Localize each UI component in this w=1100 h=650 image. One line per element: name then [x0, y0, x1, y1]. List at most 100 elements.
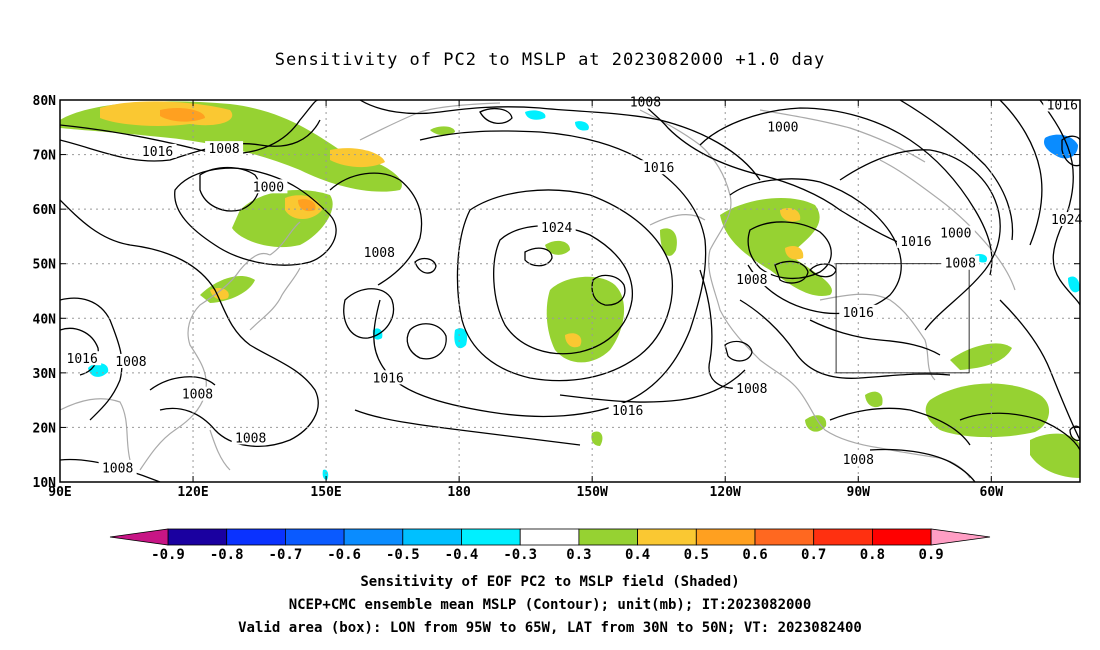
- contour-label: 1016: [643, 161, 674, 176]
- contour-label-bg: [732, 272, 771, 287]
- contour-label: 1024: [541, 221, 572, 236]
- lat-label: 30N: [33, 367, 57, 382]
- lon-label: 120W: [710, 485, 741, 500]
- lon-label: 60W: [980, 485, 1004, 500]
- colorbar-label: 0.8: [860, 547, 885, 563]
- contour-label-bg: [732, 381, 771, 396]
- colorbar-cell: [695, 528, 756, 546]
- contour-label-bg: [941, 255, 980, 270]
- caption-shading: Sensitivity of EOF PC2 to MSLP field (Sh…: [360, 574, 740, 590]
- contour-label: 1008: [945, 257, 976, 272]
- caption-contour: NCEP+CMC ensemble mean MSLP (Contour); u…: [288, 597, 812, 613]
- lat-label: 40N: [33, 312, 57, 327]
- colorbar-label: 0.3: [566, 547, 591, 563]
- colorbar-cell: [167, 528, 228, 546]
- contour-label-bg: [231, 430, 270, 445]
- lon-label: 150E: [310, 485, 341, 500]
- colorbar-cell: [343, 528, 404, 546]
- colorbar-label: 0.4: [625, 547, 650, 563]
- contour-label: 1016: [1047, 98, 1078, 113]
- lat-label: 60N: [33, 203, 57, 218]
- colorbar-cell: [402, 528, 462, 546]
- lon-label: 90W: [847, 485, 871, 500]
- contour-label-bg: [1047, 212, 1086, 227]
- shade-orange: [160, 107, 316, 212]
- map-title: Sensitivity of PC2 to MSLP at 2023082000…: [274, 50, 826, 70]
- contour-label-bg: [360, 244, 399, 259]
- lon-label: 90E: [48, 485, 71, 500]
- contour-label-bg: [626, 94, 665, 109]
- colorbar-label: -0.6: [327, 547, 361, 563]
- colorbar-cell: [637, 528, 697, 546]
- contour-label-bg: [111, 353, 150, 368]
- valid-area-box: [835, 263, 970, 374]
- colorbar-cell: [284, 528, 345, 546]
- sensitivity-shading: [60, 101, 1080, 480]
- contour-label-bg: [98, 460, 137, 475]
- caption-valid-area: Valid area (box): LON from 95W to 65W, L…: [238, 620, 862, 636]
- contour-label-bg: [178, 386, 217, 401]
- contour-label: 1008: [630, 96, 661, 111]
- shade-cyan: [88, 110, 1080, 480]
- contour-label: 1016: [373, 371, 404, 386]
- colorbar-cell: [226, 528, 286, 546]
- lat-label: 70N: [33, 149, 57, 164]
- lat-label: 10N: [33, 476, 57, 491]
- coastlines: [60, 102, 1016, 479]
- colorbar-cell: [754, 528, 815, 546]
- contour-label: 1008: [182, 388, 213, 403]
- lat-label: 20N: [33, 421, 57, 436]
- lon-label: 120E: [177, 485, 208, 500]
- contour-label: 1008: [843, 453, 874, 468]
- contour-label: 1016: [843, 306, 874, 321]
- colorbar-tip-left: [109, 528, 169, 546]
- contour-label-bg: [1043, 97, 1082, 112]
- contour-label: 1008: [102, 461, 133, 476]
- lon-label: 150W: [577, 485, 608, 500]
- contour-label: 1024: [1051, 213, 1082, 228]
- contour-label-bg: [639, 160, 678, 175]
- contour-label-bg: [537, 220, 576, 235]
- contour-label: 1016: [900, 235, 931, 250]
- contour-label: 1008: [736, 382, 767, 397]
- contour-label-bg: [936, 225, 975, 240]
- lat-label: 50N: [33, 258, 57, 273]
- colorbar-label: 0.6: [742, 547, 767, 563]
- contour-label-bg: [896, 233, 935, 248]
- longitude-labels: 90E 120E 150E 180 150W 120W 90W 60W: [48, 100, 1003, 500]
- colorbar-label: -0.8: [210, 547, 244, 563]
- contour-label: 1000: [940, 227, 971, 242]
- colorbar-labels: -0.9 -0.8 -0.7 -0.6 -0.5 -0.4 -0.3 0.3 0.4 0.5 0.6…: [151, 547, 944, 563]
- latitude-labels: 80N 70N 60N 50N 40N 30N 20N 10N: [33, 94, 1080, 491]
- colorbar-cell: [461, 528, 521, 546]
- contour-label: 1008: [115, 355, 146, 370]
- colorbar-cell: [813, 528, 873, 546]
- map-frame: [59, 99, 1081, 483]
- contour-label: 1016: [142, 145, 173, 160]
- contour-label: 1016: [67, 352, 98, 367]
- contour-label-bg: [249, 179, 288, 194]
- contour-label-bg: [205, 141, 244, 156]
- colorbar-label: 0.9: [918, 547, 943, 563]
- contour-label-bg: [839, 452, 878, 467]
- colorbar-label: -0.3: [503, 547, 537, 563]
- contour-label-bg: [763, 119, 802, 134]
- colorbar-cell: [872, 528, 932, 546]
- colorbar-label: 0.7: [801, 547, 826, 563]
- colorbar-label: -0.4: [445, 547, 479, 563]
- contour-label-bg: [369, 370, 408, 385]
- contour-label: 1008: [235, 431, 266, 446]
- colorbar-cell: [519, 528, 580, 546]
- contour-labels: 1008 1016 1000 1008 1016 1016 1008 1008 1008 1008…: [63, 94, 1086, 476]
- contour-label: 1000: [767, 120, 798, 135]
- mslp-contours: [60, 100, 1080, 482]
- lon-label: 180: [447, 485, 471, 500]
- contour-label: 1000: [253, 180, 284, 195]
- shade-blue: [1044, 134, 1078, 159]
- colorbar: -0.9 -0.8 -0.7 -0.6 -0.5 -0.4 -0.3 0.3 0.4 0.5 0.6…: [109, 528, 991, 563]
- lat-label: 80N: [33, 94, 57, 109]
- contour-label-bg: [608, 403, 647, 418]
- contour-label: 1008: [736, 273, 767, 288]
- contour-label-bg: [63, 351, 102, 366]
